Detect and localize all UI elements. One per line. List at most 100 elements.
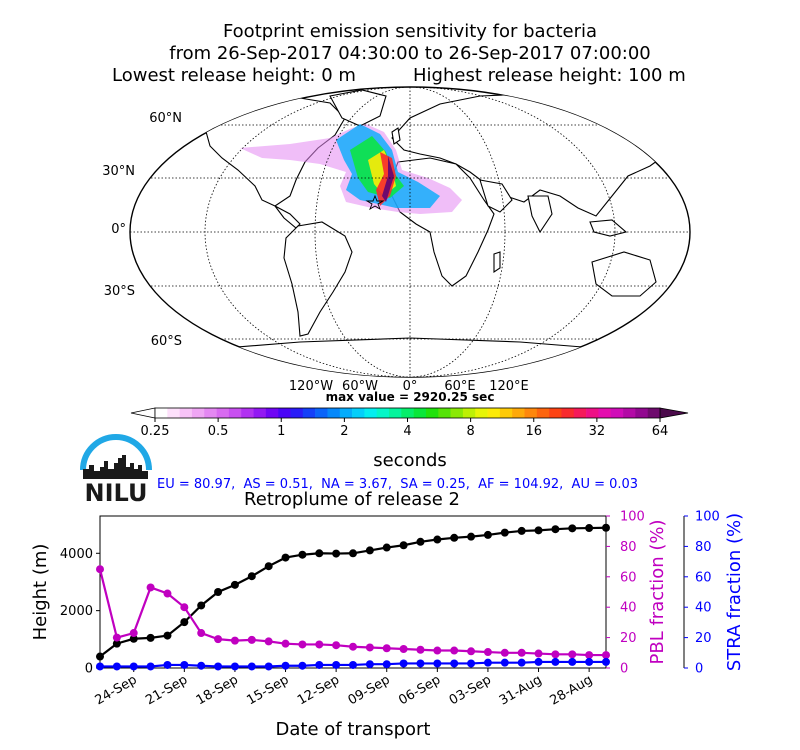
colorbar-swatch: [586, 408, 599, 418]
series-point-right1: [197, 629, 206, 638]
colorbar-swatch: [290, 408, 304, 418]
series-point-right2: [332, 660, 341, 669]
series-point-right2: [433, 659, 442, 668]
series-point-left: [214, 588, 223, 596]
chart-ylabel-stra: STRA fraction (%): [724, 513, 745, 671]
series-point-right1: [96, 565, 104, 574]
colorbar-swatch: [536, 408, 550, 418]
series-point-right2: [180, 660, 189, 669]
series-line-right1: [98, 568, 606, 657]
x-tick-label: 24-Sep: [93, 672, 140, 708]
chart-title: Retroplume of release 2: [244, 489, 460, 510]
chart-ylabel-pbl: PBL fraction (%): [647, 520, 668, 665]
colorbar-swatch: [573, 408, 587, 418]
lon-label-0: 0°: [403, 379, 418, 394]
nilu-logo: NILU: [80, 434, 152, 505]
series-point-right1: [129, 629, 138, 638]
series-point-right1: [382, 644, 391, 653]
series-point-right2: [568, 657, 577, 666]
series-point-right1: [399, 645, 408, 653]
series-point-left: [568, 524, 577, 533]
series-point-right1: [332, 641, 341, 650]
map-content: [130, 87, 690, 377]
series-point-right1: [551, 650, 560, 659]
colorbar-tick-label: 32: [589, 424, 606, 439]
colorbar-swatch: [265, 408, 279, 418]
series-point-left: [129, 634, 138, 643]
y-tick-label-pbl: 80: [620, 540, 637, 555]
x-tick-label: 03-Sep: [447, 672, 494, 708]
nilu-logo-skyline-icon: [83, 455, 148, 479]
series-point-right1: [180, 603, 189, 612]
series-point-right1: [163, 589, 172, 598]
lon-label-120w: 120°W: [289, 379, 333, 394]
colorbar-swatch: [241, 408, 254, 418]
colorbar-swatch: [216, 408, 230, 418]
colorbar-swatch: [228, 408, 242, 418]
colorbar-swatch: [327, 408, 341, 418]
chart-xlabel: Date of transport: [276, 719, 431, 740]
colorbar-tick-label: 8: [466, 424, 474, 439]
colorbar-swatch: [598, 408, 612, 418]
x-tick-label: 18-Sep: [194, 672, 241, 708]
series-point-right1: [534, 649, 543, 658]
series-point-left: [349, 549, 357, 558]
series-point-right1: [365, 643, 374, 652]
colorbar-swatch: [376, 408, 390, 418]
colorbar-swatch: [610, 408, 624, 418]
colorbar-swatch: [512, 408, 525, 418]
colorbar-swatch: [253, 408, 267, 418]
colorbar-tick-label: 2: [340, 424, 348, 439]
series-point-left: [264, 562, 273, 571]
y-tick-label-height: 2000: [60, 604, 93, 619]
colorbar-tick-label: 1: [277, 424, 285, 439]
series-point-right2: [112, 662, 121, 671]
colorbar-tick-label: 0.25: [141, 424, 170, 439]
series-point-right2: [163, 660, 172, 669]
series-point-left: [534, 526, 543, 535]
colorbar-swatch: [549, 408, 562, 418]
chart-ylabel-height: Height (m): [30, 544, 51, 641]
colorbar-swatch: [364, 408, 378, 418]
colorbar-swatch: [302, 408, 316, 418]
x-tick-label: 31-Aug: [497, 672, 545, 708]
lat-label-60n: 60°N: [149, 111, 182, 126]
series-point-right1: [568, 650, 577, 659]
lon-label-60w: 60°W: [342, 379, 378, 394]
colorbar-swatch: [167, 408, 180, 418]
series-point-left: [585, 524, 594, 533]
colorbar-swatch: [179, 408, 193, 418]
lon-label-120e: 120°E: [489, 379, 529, 394]
series-point-right2: [517, 658, 526, 667]
colorbar-swatch: [413, 408, 427, 418]
series-point-right1: [247, 635, 256, 644]
lat-label-0: 0°: [111, 222, 126, 237]
colorbar-swatch: [339, 408, 353, 418]
series-point-right2: [585, 657, 594, 666]
series-point-right2: [264, 662, 273, 671]
series-point-left: [298, 550, 307, 559]
series-point-right1: [264, 637, 273, 646]
series-point-left: [315, 549, 324, 558]
series-point-left: [163, 631, 172, 640]
series-point-left: [230, 580, 239, 589]
colorbar-tick-label: 0.5: [208, 424, 229, 439]
series-point-right2: [416, 659, 425, 668]
colorbar-swatch: [191, 408, 205, 418]
chart-series: [96, 523, 610, 671]
series-point-right2: [197, 661, 206, 670]
y-tick-label-pbl: 60: [620, 570, 637, 585]
y-tick-label-pbl: 20: [620, 631, 637, 646]
x-tick-label: 09-Sep: [346, 672, 393, 708]
emission-plume: [240, 124, 462, 214]
x-tick-label: 21-Sep: [143, 672, 190, 708]
release-point-star-icon: [365, 194, 385, 211]
lat-label-30s: 30°S: [104, 284, 135, 299]
y-tick-label-stra: 80: [695, 540, 712, 555]
series-point-left: [483, 530, 492, 539]
series-point-left: [365, 546, 374, 555]
title-line-2: from 26-Sep-2017 04:30:00 to 26-Sep-2017…: [169, 43, 651, 64]
colorbar-swatch: [647, 408, 661, 418]
